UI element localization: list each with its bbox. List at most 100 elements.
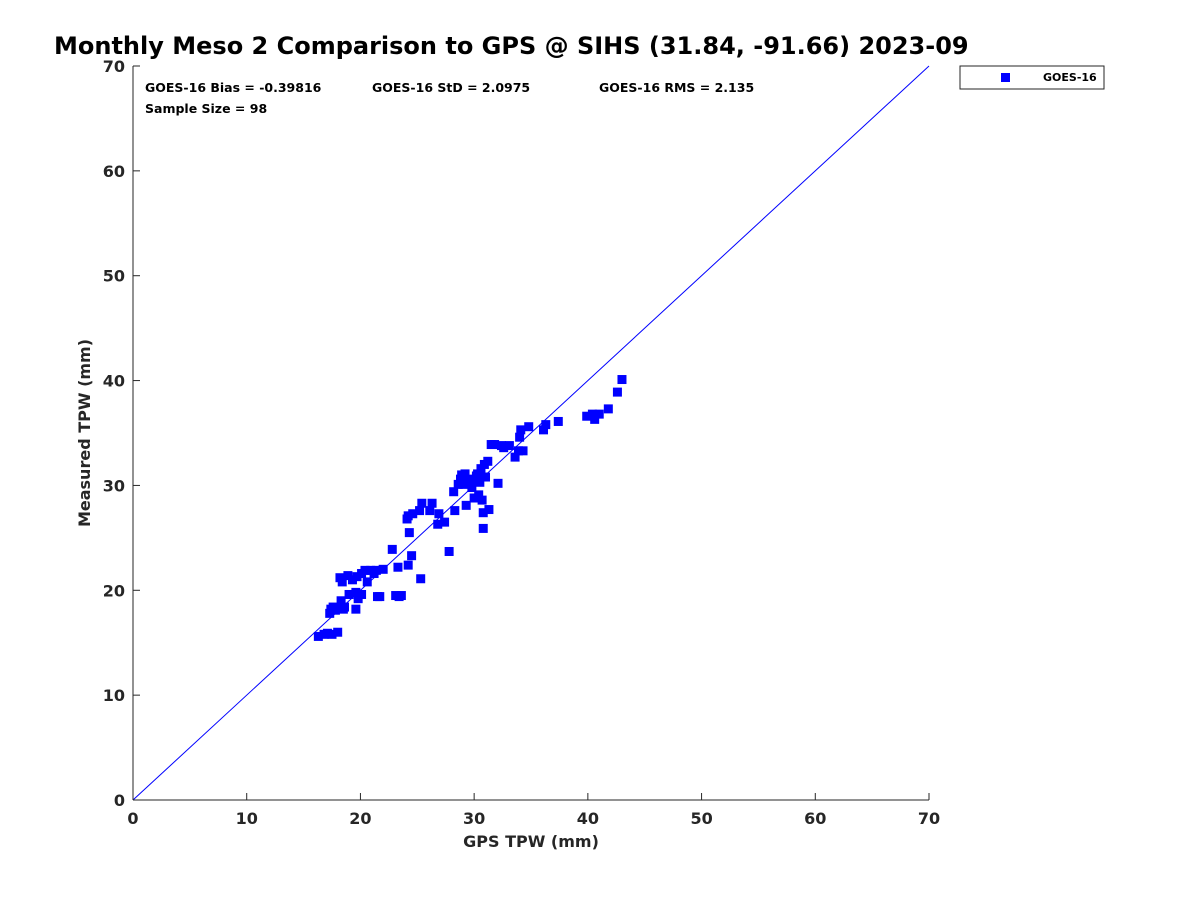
data-point [340,602,350,612]
x-tick-label: 50 [690,809,712,828]
data-point [407,551,417,561]
data-point [541,420,551,430]
data-point [347,575,357,585]
x-tick-label: 20 [349,809,371,828]
x-tick-label: 0 [127,809,138,828]
data-point [478,523,488,533]
data-point [357,589,367,599]
one-to-one-line [132,65,930,801]
data-point [459,479,469,489]
legend-label: GOES-16 [1043,71,1097,84]
data-point [404,528,414,538]
y-tick-label: 70 [103,57,125,76]
data-point [469,493,479,503]
data-point [553,416,563,426]
data-point [450,506,460,516]
x-tick-label: 40 [577,809,599,828]
data-point [334,603,344,613]
std-stat: GOES-16 StD = 2.0975 [372,80,530,95]
x-tick-label: 60 [804,809,826,828]
data-point [612,387,622,397]
data-point [483,456,493,466]
data-point [449,487,459,497]
data-point [467,483,477,493]
sample-size-stat: Sample Size = 98 [145,101,267,116]
data-point [360,565,370,575]
x-ticks: 0 10 20 30 40 50 60 70 [127,793,940,828]
data-point [490,440,500,450]
y-tick-label: 10 [103,686,125,705]
data-point [582,411,592,421]
data-point [587,409,597,419]
data-point [510,452,520,462]
legend-marker [1001,73,1010,82]
data-point [504,441,514,451]
y-tick-label: 40 [103,372,125,391]
data-points [313,375,627,641]
data-point [403,560,413,570]
data-point [518,446,528,456]
chart-title: Monthly Meso 2 Comparison to GPS @ SIHS … [54,32,969,60]
y-tick-label: 60 [103,162,125,181]
data-point [393,562,403,572]
data-point [524,422,534,432]
data-point [351,587,361,597]
y-ticks: 0 10 20 30 40 50 60 70 [103,57,140,810]
legend: GOES-16 [959,65,1105,90]
data-point [427,498,437,508]
data-point [416,574,426,584]
y-tick-label: 20 [103,581,125,600]
data-point [473,469,483,479]
data-point [474,490,484,500]
x-tick-label: 30 [463,809,485,828]
data-point [590,414,600,424]
data-point [313,631,323,641]
data-point [594,409,604,419]
data-point [333,627,343,637]
data-point [371,565,381,575]
data-point [513,446,523,456]
data-point [415,506,425,516]
data-point [387,544,397,554]
data-point [362,577,372,587]
data-point [351,604,361,614]
data-point [378,564,388,574]
rms-stat: GOES-16 RMS = 2.135 [599,80,754,95]
data-point [433,519,443,529]
data-point [322,628,332,638]
data-point [478,508,488,518]
data-point [336,596,346,606]
data-point [396,591,406,601]
data-point [617,375,627,385]
data-point [352,572,362,582]
data-point [408,509,418,519]
y-tick-label: 0 [114,791,125,810]
x-tick-label: 10 [236,809,258,828]
data-point [481,472,491,482]
data-point [499,443,509,453]
data-point [417,498,427,508]
y-tick-label: 50 [103,267,125,286]
data-point [337,577,347,587]
data-point [516,425,526,435]
bias-stat: GOES-16 Bias = -0.39816 [145,80,322,95]
data-point [327,629,337,639]
data-point [343,571,353,581]
x-axis-label: GPS TPW (mm) [463,832,599,851]
y-axis-label: Measured TPW (mm) [75,339,94,527]
x-tick-label: 70 [918,809,940,828]
data-point [375,592,385,602]
data-point [493,478,503,488]
data-point [515,432,525,442]
legend-box [959,65,1105,90]
y-tick-label: 30 [103,476,125,495]
data-point [475,477,485,487]
data-point [468,476,478,486]
data-point [484,505,494,515]
data-point [461,500,471,510]
data-point [603,404,613,414]
plot-area: 0 10 20 30 40 50 60 70 0 10 20 30 40 50 60 70 [103,57,940,828]
data-point [434,509,444,519]
data-point [344,589,354,599]
